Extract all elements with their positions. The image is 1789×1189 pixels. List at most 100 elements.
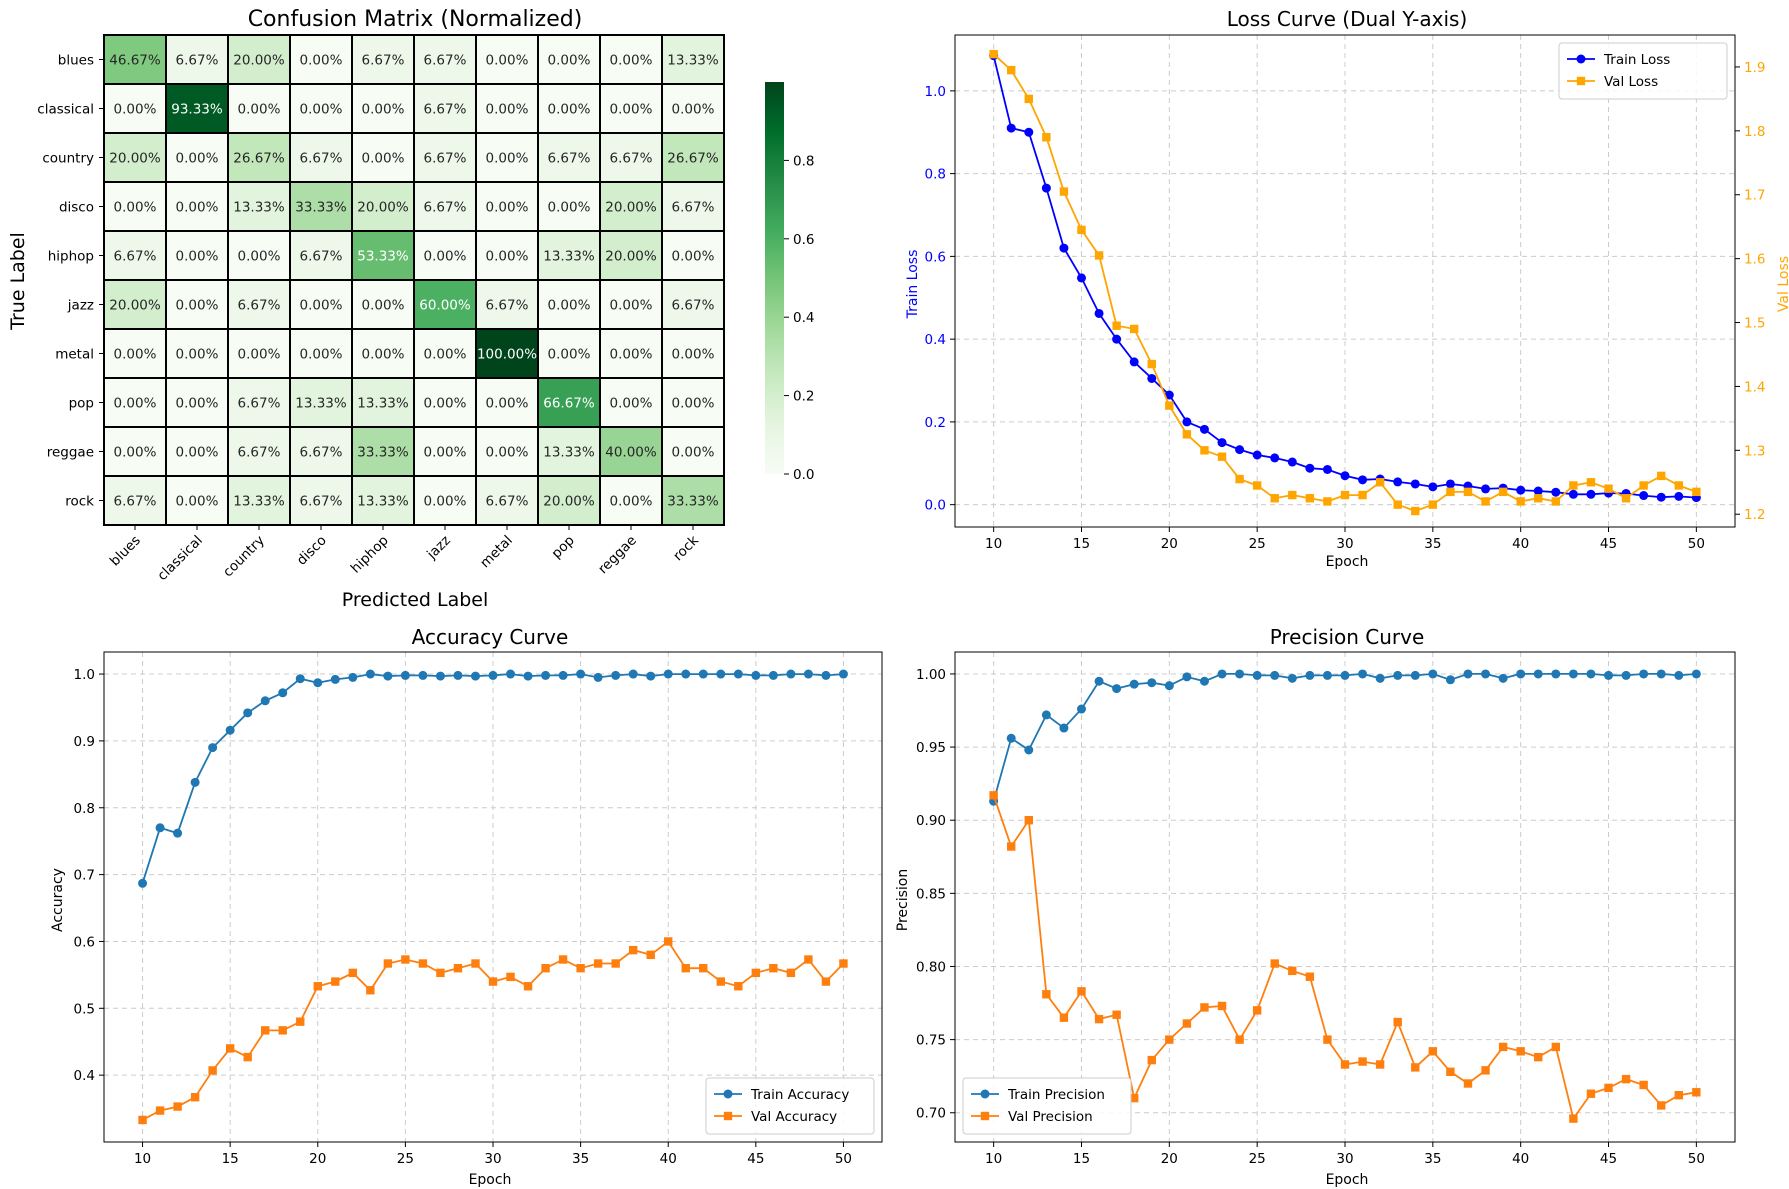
- cm-cell-label: 0.00%: [176, 200, 219, 216]
- cm-cell-label: 0.00%: [672, 396, 715, 412]
- data-point: [786, 669, 796, 679]
- cm-cell: [661, 230, 725, 281]
- data-point: [1358, 490, 1367, 500]
- data-point: [611, 959, 620, 968]
- y-tick-label: pop: [69, 396, 94, 412]
- data-point: [506, 669, 516, 679]
- cm-cell-label: 0.00%: [486, 396, 529, 412]
- cm-cell-label: 0.00%: [486, 102, 529, 118]
- data-point: [1112, 334, 1122, 344]
- data-point: [1287, 673, 1297, 683]
- cm-cell-label: 0.00%: [114, 102, 157, 118]
- y-right-tick-label: 1.9: [1744, 60, 1765, 76]
- cm-cell-label: 0.00%: [300, 347, 343, 363]
- cm-cell-label: 0.00%: [548, 53, 591, 69]
- cm-cell: [661, 34, 725, 85]
- data-point: [1182, 417, 1192, 427]
- legend: Train Precision Val Precision: [962, 1077, 1132, 1135]
- cm-cell-label: 0.00%: [424, 494, 467, 510]
- data-point: [1516, 669, 1526, 679]
- cm-cell: [661, 475, 725, 526]
- axes-frame: [103, 651, 883, 1143]
- y-tick-label: rock: [65, 494, 94, 510]
- data-point: [838, 669, 848, 679]
- x-tick-label: 15: [222, 1151, 239, 1167]
- y-right-tick-label: 1.7: [1744, 188, 1765, 204]
- colorbar-bar: [765, 82, 784, 474]
- data-point: [1551, 669, 1561, 679]
- data-point: [313, 982, 322, 991]
- data-point: [453, 963, 463, 973]
- cm-cell: [165, 132, 229, 183]
- cm-cell-label: 13.33%: [543, 445, 595, 461]
- cm-cell-label: 6.67%: [238, 298, 281, 314]
- data-point: [1059, 1013, 1069, 1022]
- legend: Train Accuracy Val Accuracy: [705, 1077, 875, 1135]
- cm-cell-label: 20.00%: [605, 249, 657, 265]
- data-point: [1217, 452, 1227, 461]
- cm-cell-label: 0.00%: [176, 298, 219, 314]
- data-point: [1094, 251, 1104, 260]
- data-point: [313, 678, 323, 688]
- data-point: [1516, 1047, 1525, 1056]
- data-point: [1024, 94, 1033, 104]
- data-point: [1358, 475, 1368, 485]
- data-point: [1498, 487, 1508, 497]
- cm-cell: [351, 279, 415, 330]
- x-tick-label: 45: [747, 1151, 764, 1167]
- cm-cell-label: 6.67%: [114, 494, 157, 510]
- data-point: [1059, 187, 1069, 196]
- cm-cell: [103, 279, 167, 330]
- y-tick-label: country: [42, 151, 94, 167]
- data-point: [1340, 471, 1350, 481]
- data-point: [1217, 438, 1227, 448]
- cm-cell-label: 6.67%: [424, 151, 467, 167]
- data-point: [1323, 497, 1332, 506]
- data-point: [470, 671, 480, 681]
- data-point: [681, 963, 690, 973]
- x-tick-label: 35: [1424, 1151, 1441, 1167]
- cm-cell-label: 0.00%: [610, 53, 653, 69]
- data-point: [663, 669, 673, 679]
- data-point: [1129, 357, 1139, 367]
- confusion-matrix-title: Confusion Matrix (Normalized): [248, 7, 583, 32]
- y-tick-label: 1.00: [916, 667, 946, 683]
- cm-cell-label: 0.00%: [176, 396, 219, 412]
- cm-cell-label: 20.00%: [233, 53, 285, 69]
- data-point: [1639, 669, 1649, 679]
- data-point: [1322, 670, 1332, 680]
- data-point: [593, 959, 603, 968]
- data-point: [1516, 485, 1526, 495]
- data-point: [593, 672, 603, 682]
- legend-box: [962, 1077, 1132, 1135]
- legend-label: Train Accuracy: [750, 1087, 849, 1103]
- data-point: [576, 963, 585, 973]
- loss-curve-title: Loss Curve (Dual Y-axis): [1227, 7, 1468, 31]
- data-point: [1340, 670, 1350, 680]
- data-point: [1235, 474, 1244, 484]
- data-point: [1147, 359, 1156, 369]
- y-tick-label: 0.80: [916, 959, 946, 975]
- cm-cell-label: 0.00%: [548, 102, 591, 118]
- legend-marker: [980, 1089, 990, 1099]
- cm-cell-label: 0.00%: [424, 347, 467, 363]
- data-point: [1498, 1042, 1508, 1052]
- cm-cell: [661, 377, 725, 428]
- cm-cell-label: 0.00%: [610, 396, 653, 412]
- y-tick-label: 0.4: [925, 332, 946, 348]
- cm-cell: [537, 34, 601, 85]
- cm-cell: [227, 279, 291, 330]
- x-tick-label: 25: [1249, 1151, 1266, 1167]
- data-point: [1446, 1067, 1455, 1076]
- x-tick-label: 30: [484, 1151, 501, 1167]
- cm-cell-label: 0.00%: [548, 200, 591, 216]
- data-point: [225, 1044, 235, 1053]
- data-point: [1586, 1089, 1596, 1098]
- y-right-tick-label: 1.4: [1744, 379, 1765, 395]
- precision-curve-title: Precision Curve: [1270, 625, 1425, 649]
- data-point: [1024, 745, 1034, 755]
- data-point: [155, 823, 165, 833]
- cm-cell: [351, 426, 415, 477]
- data-point: [1147, 1055, 1156, 1065]
